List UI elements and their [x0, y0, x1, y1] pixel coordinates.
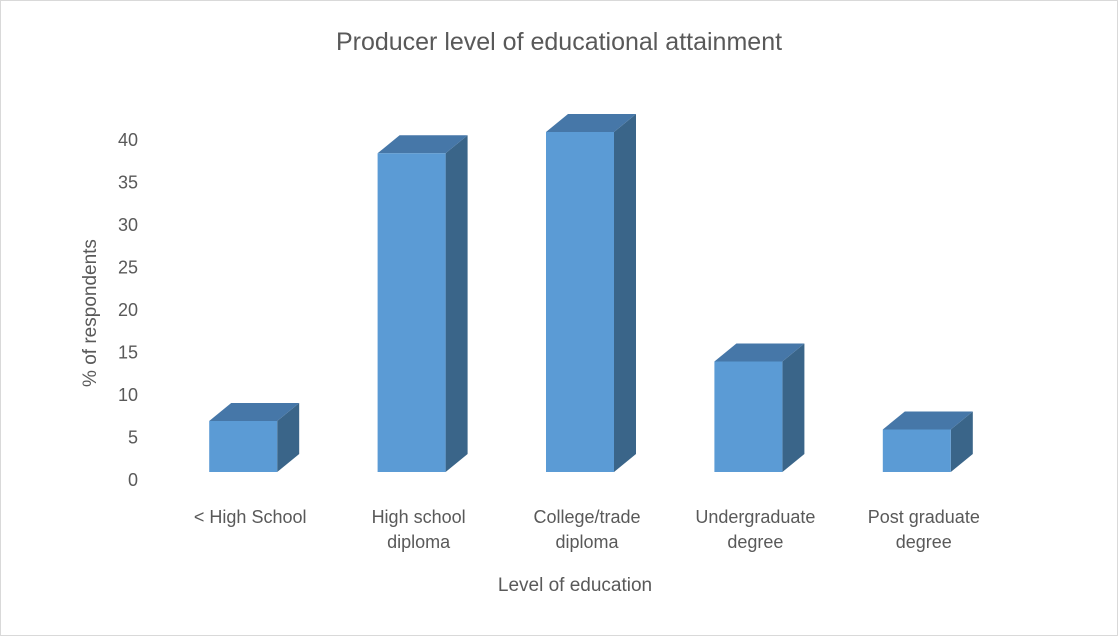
x-tick-label: < High School	[194, 507, 307, 527]
bar-front	[546, 132, 614, 472]
x-tick-label-line: degree	[727, 532, 783, 552]
y-tick-label: 0	[128, 470, 138, 490]
x-tick-label-line: College/trade	[533, 507, 640, 527]
y-tick-label: 15	[118, 343, 138, 363]
bar-front	[882, 429, 951, 472]
x-tick-label-line: diploma	[555, 532, 619, 552]
x-tick-label: High school diploma	[372, 507, 466, 552]
y-tick-label: 30	[118, 215, 138, 235]
bar	[546, 114, 636, 472]
y-tick-label: 20	[118, 300, 138, 320]
x-tick-label-line: diploma	[387, 532, 451, 552]
bar-side	[277, 403, 300, 472]
bar-front	[209, 421, 278, 472]
bar-front	[714, 361, 783, 472]
bar-top	[209, 403, 300, 421]
x-axis-ticks: < High School High school diplomaCollege/t…	[194, 507, 980, 552]
bar-top	[882, 411, 973, 430]
bar	[377, 135, 468, 472]
y-tick-label: 10	[118, 385, 138, 405]
x-tick-label-line: < High School	[194, 507, 307, 527]
x-tick-label-line: High school	[372, 507, 466, 527]
bar-side	[614, 114, 636, 472]
x-tick-label: Undergraduate degree	[695, 507, 815, 552]
y-tick-label: 25	[118, 258, 138, 278]
x-tick-label: Post graduate degree	[868, 507, 980, 552]
x-tick-label-line: degree	[896, 532, 952, 552]
x-tick-label-line: Post graduate	[868, 507, 980, 527]
bar	[714, 343, 805, 472]
bar-side	[782, 343, 805, 472]
x-axis-label: Level of education	[498, 575, 652, 596]
y-tick-label: 35	[118, 173, 138, 193]
chart-title: Producer level of educational attainment	[336, 28, 782, 56]
y-axis-label: % of respondents	[80, 239, 101, 387]
bar-top	[377, 135, 468, 154]
bar-side	[950, 411, 973, 472]
x-tick-label-line: Undergraduate	[695, 507, 815, 527]
bar-top	[546, 114, 636, 132]
bar	[882, 411, 973, 472]
x-tick-label: College/trade diploma	[533, 507, 640, 552]
bar	[209, 403, 300, 472]
y-axis-ticks: 0 5 10 15 20 25 30 35 40	[118, 130, 138, 490]
bar-front	[377, 153, 446, 472]
bars-group	[209, 114, 973, 472]
bar-side	[445, 135, 468, 472]
bar-top	[714, 343, 805, 362]
y-tick-label: 5	[128, 428, 138, 448]
y-tick-label: 40	[118, 130, 138, 150]
